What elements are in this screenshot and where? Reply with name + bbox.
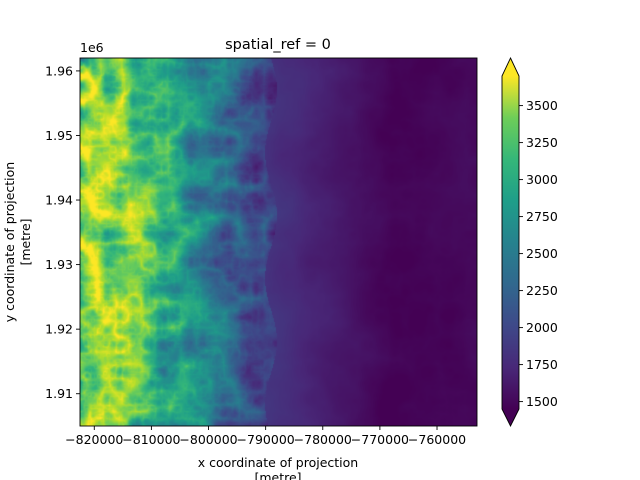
colorbar: 1500 1750 2000 2250 2500 2750 3000 3250 3500 (501, 56, 558, 428)
x-axis-label: x coordinate of projection (198, 455, 358, 470)
y-tick-label: 1.91 (45, 386, 73, 401)
colorbar-ticks: 1500 1750 2000 2250 2500 2750 3000 3250 3500 (519, 98, 558, 409)
x-tick-label: −760000 (408, 432, 466, 447)
plot-frame (79, 57, 478, 427)
chart-title: spatial_ref = 0 (225, 37, 331, 53)
y-tick-label: 1.95 (45, 128, 73, 143)
colorbar-tick-label: 3000 (526, 172, 558, 187)
x-tick-label: −820000 (65, 432, 123, 447)
y-offset-text: 1e6 (80, 40, 104, 55)
heatmap-raster (80, 58, 477, 426)
y-axis-label: y coordinate of projection (2, 162, 17, 322)
y-tick-label: 1.94 (45, 193, 73, 208)
colorbar-tick-label: 3250 (526, 135, 558, 150)
x-tick-label: −810000 (122, 432, 180, 447)
colorbar-tick-label: 2750 (526, 209, 558, 224)
colorbar-tick-label: 3500 (526, 98, 558, 113)
colorbar-tick-label: 2250 (526, 283, 558, 298)
colorbar-tick-label: 2000 (526, 320, 558, 335)
colorbar-gradient (502, 76, 519, 409)
x-tick-label: −780000 (294, 432, 352, 447)
x-tick-label: −770000 (351, 432, 409, 447)
heatmap-image (80, 58, 477, 426)
y-axis-ticks: 1.91 1.92 1.93 1.94 1.95 1.96 (45, 63, 80, 401)
x-axis-ticks: −820000−810000−800000−790000−780000−7700… (65, 426, 466, 447)
colorbar-tick-label: 2500 (526, 246, 558, 261)
y-tick-label: 1.96 (45, 63, 73, 78)
colorbar-extend-max (502, 58, 519, 76)
y-tick-label: 1.92 (45, 322, 73, 337)
colorbar-tick-label: 1500 (526, 394, 558, 409)
colorbar-tick-label: 1750 (526, 357, 558, 372)
x-tick-label: −790000 (237, 432, 295, 447)
x-tick-label: −800000 (179, 432, 237, 447)
x-axis-label-unit: [metre] (254, 470, 301, 480)
y-tick-label: 1.93 (45, 257, 73, 272)
colorbar-extend-min (502, 409, 519, 426)
y-axis-label-unit: [metre] (18, 218, 33, 265)
colorbar-outline (501, 56, 520, 428)
